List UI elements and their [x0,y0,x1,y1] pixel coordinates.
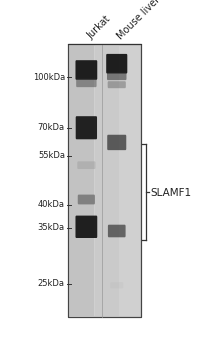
FancyBboxPatch shape [106,54,127,74]
Text: SLAMF1: SLAMF1 [151,188,192,197]
FancyBboxPatch shape [108,81,126,88]
Text: 40kDa: 40kDa [38,200,65,209]
Text: Jurkat: Jurkat [85,14,112,41]
Text: 25kDa: 25kDa [38,279,65,288]
FancyBboxPatch shape [76,79,97,87]
Bar [68,44,141,317]
Text: 100kDa: 100kDa [33,72,65,82]
FancyBboxPatch shape [110,282,123,288]
FancyBboxPatch shape [78,195,95,204]
FancyBboxPatch shape [76,216,97,238]
FancyBboxPatch shape [108,225,126,237]
Text: Mouse liver: Mouse liver [116,0,162,41]
FancyBboxPatch shape [76,116,97,139]
FancyBboxPatch shape [107,72,127,80]
Bar [69,45,94,316]
FancyBboxPatch shape [77,161,95,169]
FancyBboxPatch shape [107,135,126,150]
Text: 55kDa: 55kDa [38,151,65,160]
FancyBboxPatch shape [76,60,97,80]
Text: 35kDa: 35kDa [38,223,65,232]
Bar [95,45,119,316]
Bar [68,44,141,317]
Text: 70kDa: 70kDa [38,123,65,132]
